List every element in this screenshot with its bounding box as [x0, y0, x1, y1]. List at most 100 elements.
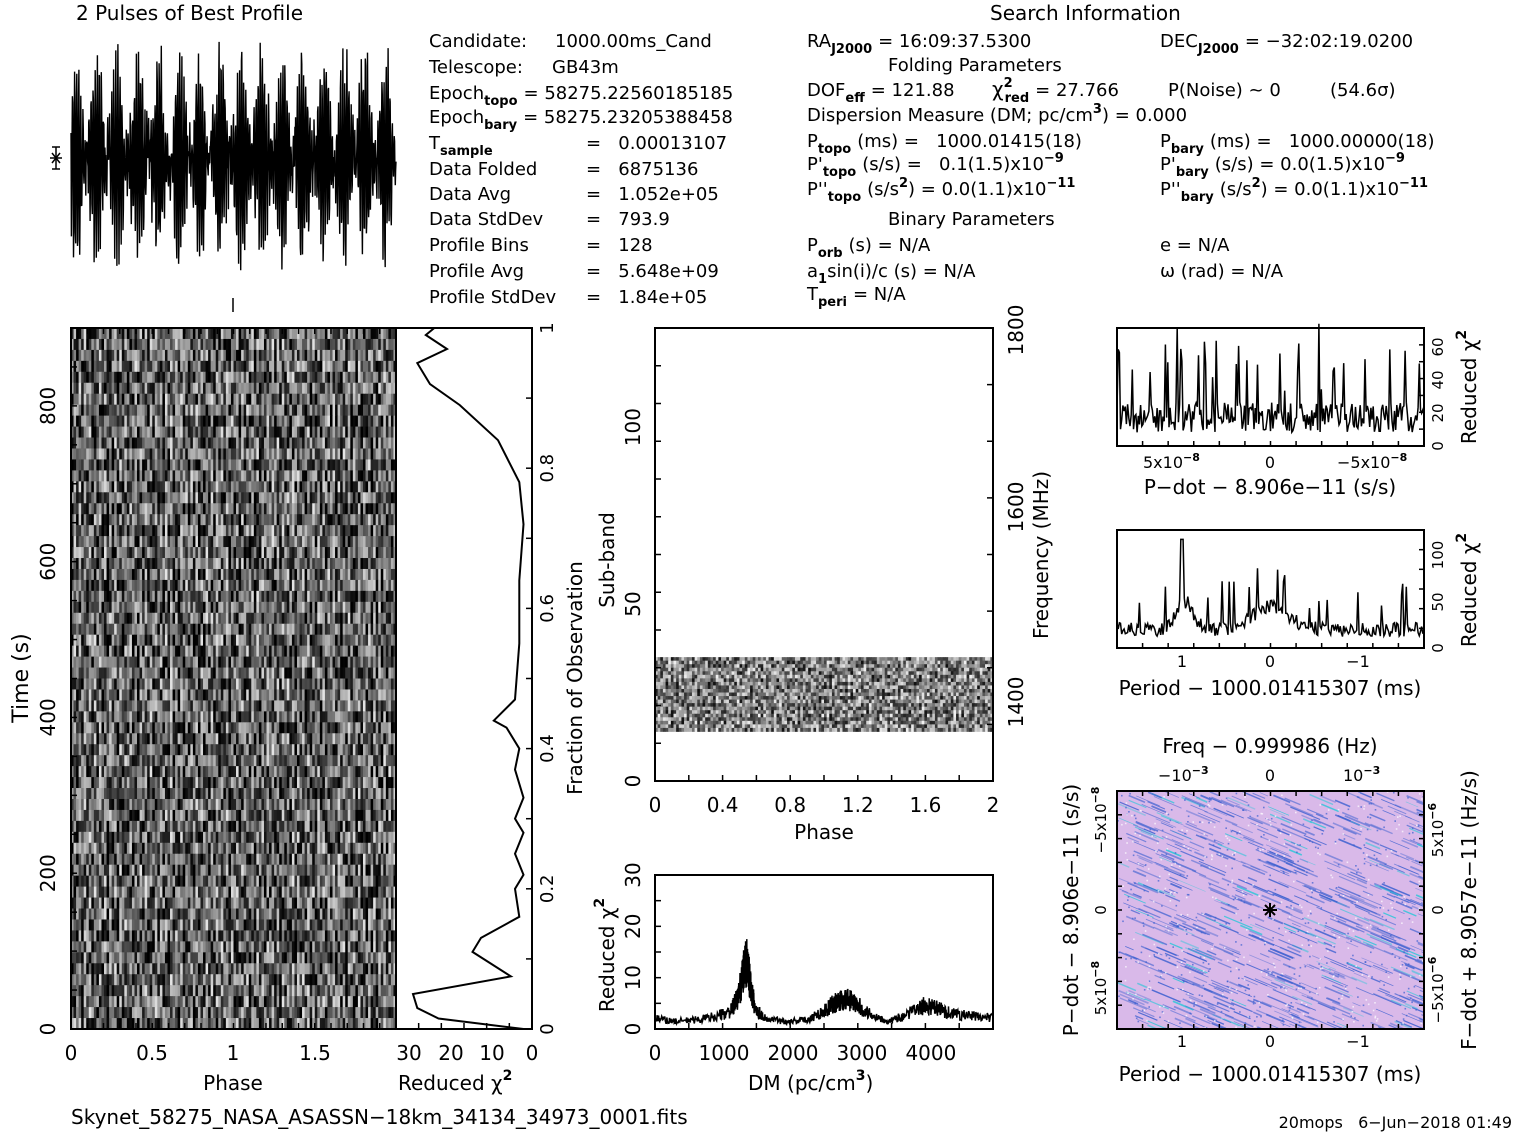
heatmap-cell	[263, 536, 267, 548]
heatmap-cell	[238, 503, 242, 515]
heatmap-cell	[317, 536, 321, 548]
heatmap-cell	[335, 371, 338, 384]
heatmap-cell	[215, 612, 219, 625]
heatmap-cell	[220, 667, 224, 679]
heatmap-cell	[355, 733, 359, 745]
heatmap-cell	[370, 579, 374, 592]
heatmap-cell	[228, 579, 232, 592]
heatmap-cell	[93, 689, 97, 701]
heatmap-cell	[388, 579, 392, 592]
heatmap-cell	[205, 634, 209, 647]
heatmap-cell	[190, 678, 194, 690]
heatmap-cell	[195, 328, 199, 340]
heatmap-cell	[390, 338, 394, 351]
heatmap-cell	[388, 667, 392, 679]
heatmap-cell	[223, 722, 227, 734]
heatmap-cell	[329, 415, 333, 427]
heatmap-cell	[324, 733, 328, 745]
heatmap-cell	[385, 590, 389, 603]
heatmap-cell	[197, 349, 201, 362]
heatmap-cell	[119, 612, 123, 625]
heatmap-cell	[91, 700, 95, 712]
heatmap-cell	[263, 678, 267, 690]
heatmap-cell	[269, 558, 272, 570]
heatmap-cell	[383, 492, 387, 504]
heatmap-cell	[167, 568, 171, 581]
heatmap-cell	[182, 536, 186, 548]
heatmap-cell	[116, 568, 120, 581]
heatmap-cell	[177, 612, 181, 625]
heatmap-cell	[357, 514, 361, 526]
heatmap-cell	[121, 579, 125, 592]
heatmap-cell	[340, 700, 344, 712]
heatmap-cell	[76, 656, 80, 668]
heatmap-cell	[185, 360, 189, 373]
heatmap-cell	[195, 415, 199, 427]
heatmap-cell	[393, 437, 396, 449]
heatmap-cell	[289, 503, 293, 515]
heatmap-cell	[383, 404, 387, 417]
heatmap-cell	[190, 360, 194, 373]
heatmap-cell	[154, 503, 158, 515]
heatmap-cell	[312, 678, 316, 690]
heatmap-cell	[86, 360, 90, 373]
heatmap-cell	[332, 558, 336, 570]
heatmap-cell	[274, 656, 278, 668]
heatmap-cell	[187, 700, 191, 712]
heatmap-cell	[88, 689, 92, 701]
heatmap-cell	[276, 448, 280, 460]
heatmap-cell	[329, 503, 333, 515]
heatmap-cell	[205, 349, 209, 362]
heatmap-cell	[223, 733, 227, 745]
heatmap-cell	[223, 667, 227, 679]
heatmap-cell	[327, 689, 331, 701]
heatmap-cell	[157, 623, 161, 636]
heatmap-cell	[164, 382, 168, 395]
heatmap-cell	[215, 481, 219, 493]
heatmap-cell	[162, 525, 166, 537]
heatmap-cell	[289, 678, 293, 690]
heatmap-cell	[218, 426, 222, 438]
heatmap-cell	[286, 459, 290, 471]
heatmap-cell	[243, 338, 247, 351]
heatmap-cell	[390, 568, 394, 581]
heatmap-cell	[322, 525, 326, 537]
heatmap-cell	[167, 667, 171, 679]
heatmap-cell	[182, 568, 186, 581]
heatmap-cell	[93, 645, 97, 657]
heatmap-cell	[139, 360, 143, 373]
heatmap-cell	[243, 579, 247, 592]
heatmap-cell	[302, 733, 305, 745]
heatmap-cell	[215, 601, 219, 614]
heatmap-cell	[215, 360, 219, 373]
heatmap-cell	[218, 437, 222, 449]
heatmap-cell	[213, 371, 217, 384]
pddbary-unit-sup: 2	[1252, 176, 1261, 191]
heatmap-cell	[269, 700, 272, 712]
heatmap-cell	[236, 612, 239, 625]
heatmap-cell	[393, 360, 396, 373]
heatmap-cell	[350, 514, 354, 526]
heatmap-cell	[106, 349, 110, 362]
heatmap-cell	[218, 470, 222, 482]
heatmap-cell	[197, 404, 201, 417]
heatmap-cell	[261, 448, 265, 460]
heatmap-cell	[327, 404, 331, 417]
heatmap-cell	[309, 360, 313, 373]
heatmap-cell	[322, 579, 326, 592]
heatmap-cell	[114, 700, 118, 712]
heatmap-cell	[291, 558, 295, 570]
heatmap-cell	[375, 722, 379, 734]
heatmap-cell	[269, 579, 272, 592]
heatmap-cell	[284, 492, 288, 504]
heatmap-cell	[86, 645, 90, 657]
heatmap-cell	[109, 448, 113, 460]
heatmap-cell	[119, 426, 123, 438]
heatmap-cell	[172, 744, 176, 756]
heatmap-cell	[205, 722, 209, 734]
heatmap-cell	[317, 437, 321, 449]
heatmap-cell	[208, 371, 212, 384]
heatmap-cell	[205, 579, 209, 592]
heatmap-cell	[192, 558, 196, 570]
heatmap-cell	[248, 700, 252, 712]
